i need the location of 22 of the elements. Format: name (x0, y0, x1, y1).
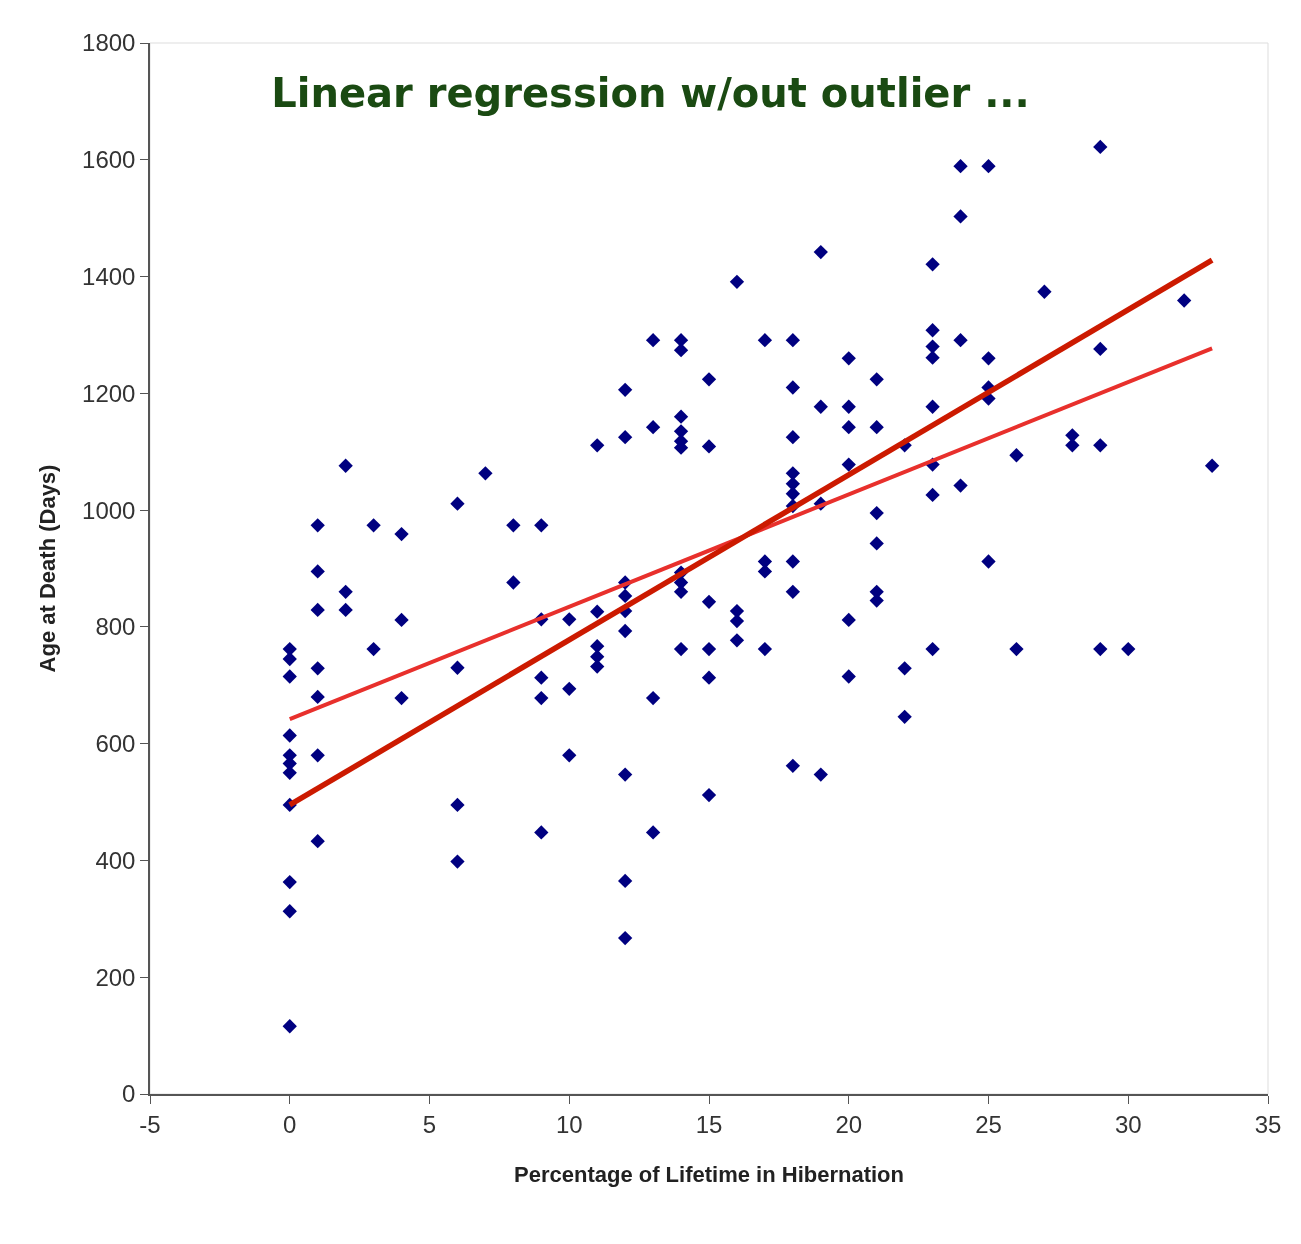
y-tick-label: 600 (95, 730, 136, 758)
x-tick-label: 20 (835, 1110, 863, 1138)
y-tick-label: 800 (95, 613, 136, 641)
y-tick-label: 1800 (82, 29, 136, 57)
x-tick-label: -5 (139, 1110, 161, 1138)
x-tick-label: 5 (422, 1110, 437, 1138)
y-tick-label: 1000 (82, 496, 136, 524)
y-tick-label: 0 (122, 1080, 136, 1108)
y-tick-label: 400 (95, 846, 136, 874)
x-tick-label: 35 (1254, 1110, 1282, 1138)
y-axis-title: Age at Death (Days) (35, 464, 61, 673)
y-tick-label: 1600 (82, 146, 136, 174)
x-tick-label: 10 (555, 1110, 583, 1138)
x-tick-label: 25 (975, 1110, 1002, 1138)
y-tick-label: 200 (95, 963, 136, 991)
text: Linear regression w/out outlier ... (271, 70, 1030, 117)
y-tick-label: 1400 (82, 262, 136, 290)
x-tick-label: 30 (1114, 1110, 1142, 1138)
x-axis-title: Percentage of Lifetime in Hibernation (514, 1161, 904, 1187)
x-tick-label: 0 (283, 1110, 297, 1138)
y-tick-label: 1200 (82, 379, 136, 407)
x-tick-label: 15 (695, 1110, 723, 1138)
